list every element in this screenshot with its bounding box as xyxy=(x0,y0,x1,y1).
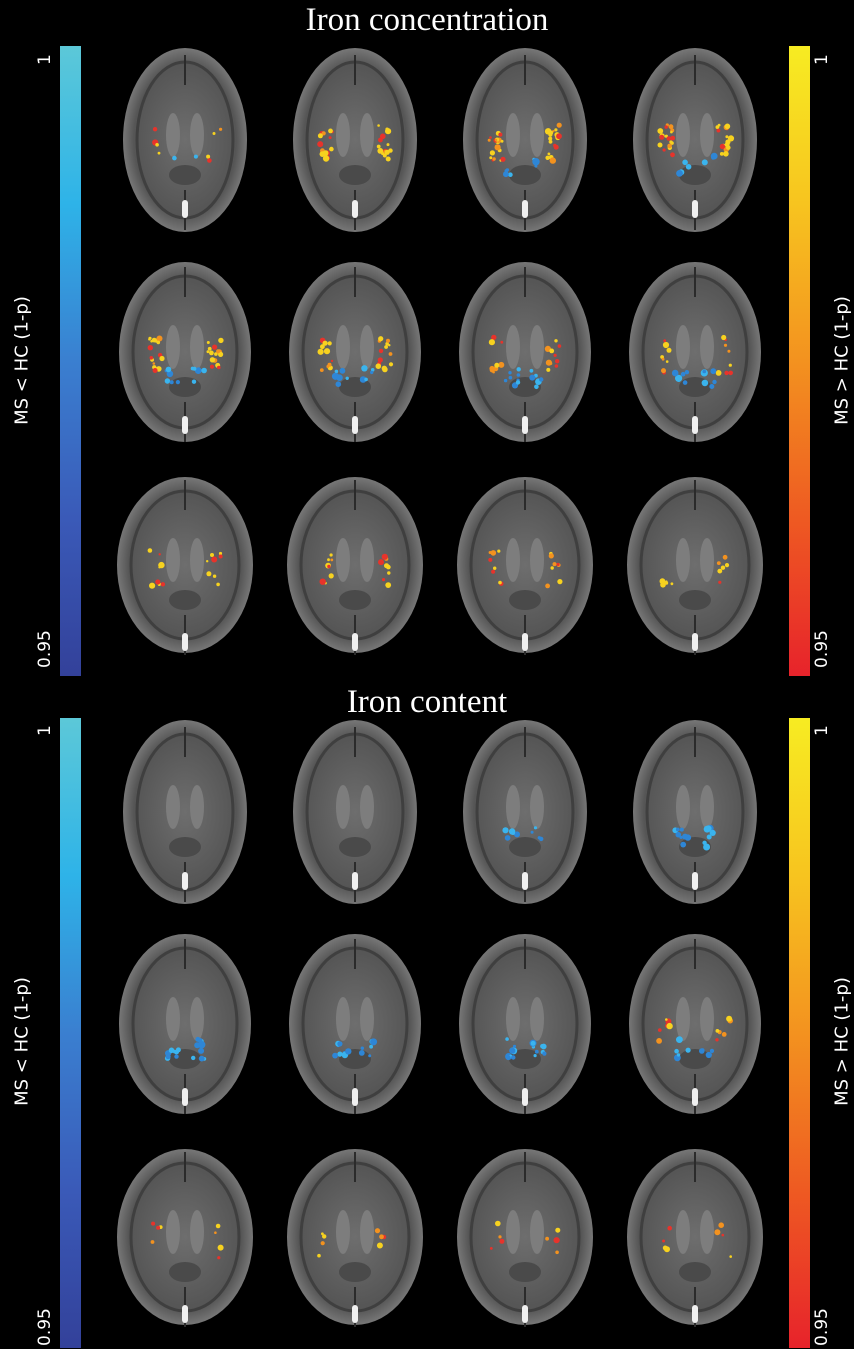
panel-iron-concentration: Iron concentration 1 0.95 MS < HC (1-p) … xyxy=(0,0,854,676)
brain-outline xyxy=(459,934,591,1114)
brain-outline xyxy=(463,720,587,904)
brain-slice xyxy=(615,924,775,1129)
brain-outline xyxy=(123,48,247,232)
brain-outline xyxy=(459,262,591,442)
brain-slice xyxy=(275,712,435,917)
brain-slice xyxy=(445,924,605,1129)
brain-outline xyxy=(633,720,757,904)
brain-outline xyxy=(293,720,417,904)
brain-slice-grid xyxy=(90,40,780,670)
right-colorbar xyxy=(789,718,810,1348)
panel-title: Iron content xyxy=(346,684,508,720)
brain-slice xyxy=(275,465,435,670)
left-colorbar xyxy=(60,46,81,676)
brain-outline xyxy=(117,1149,253,1325)
right-colorbar-label: MS > HC (1-p) xyxy=(831,296,853,425)
brain-outline xyxy=(289,262,421,442)
brain-slice xyxy=(445,252,605,457)
brain-outline xyxy=(457,477,593,653)
brain-outline xyxy=(633,48,757,232)
brain-slice xyxy=(105,465,265,670)
brain-slice xyxy=(615,252,775,457)
brain-outline xyxy=(287,1149,423,1325)
left-colorbar-label: MS < HC (1-p) xyxy=(11,977,33,1106)
brain-slice xyxy=(105,1137,265,1342)
brain-slice xyxy=(105,924,265,1129)
panel-iron-content: Iron content 1 0.95 MS < HC (1-p) 1 0.95… xyxy=(0,676,854,1349)
brain-outline xyxy=(629,934,761,1114)
brain-slice xyxy=(275,252,435,457)
brain-slice xyxy=(445,40,605,245)
brain-slice xyxy=(615,712,775,917)
right-colorbar xyxy=(789,46,810,676)
brain-outline xyxy=(463,48,587,232)
brain-outline xyxy=(119,934,251,1114)
brain-slice xyxy=(275,40,435,245)
left-colorbar-bottom-tick: 0.95 xyxy=(35,630,55,668)
brain-slice xyxy=(615,40,775,245)
brain-outline xyxy=(119,262,251,442)
brain-slice xyxy=(105,712,265,917)
panel-title: Iron concentration xyxy=(305,2,549,38)
left-colorbar-top-tick: 1 xyxy=(35,54,55,65)
brain-outline xyxy=(287,477,423,653)
right-colorbar-top-tick: 1 xyxy=(812,725,832,736)
brain-slice xyxy=(445,465,605,670)
brain-slice xyxy=(105,40,265,245)
brain-outline xyxy=(117,477,253,653)
brain-outline xyxy=(293,48,417,232)
brain-slice xyxy=(275,1137,435,1342)
right-colorbar-top-tick: 1 xyxy=(812,54,832,65)
brain-outline xyxy=(627,1149,763,1325)
brain-outline xyxy=(457,1149,593,1325)
right-colorbar-label: MS > HC (1-p) xyxy=(831,977,853,1106)
brain-outline xyxy=(627,477,763,653)
brain-slice xyxy=(105,252,265,457)
brain-slice-grid xyxy=(90,712,780,1342)
brain-slice xyxy=(615,1137,775,1342)
brain-slice xyxy=(615,465,775,670)
left-colorbar-bottom-tick: 0.95 xyxy=(35,1308,55,1346)
left-colorbar xyxy=(60,718,81,1348)
right-colorbar-bottom-tick: 0.95 xyxy=(812,1308,832,1346)
brain-slice xyxy=(445,1137,605,1342)
brain-outline xyxy=(289,934,421,1114)
right-colorbar-bottom-tick: 0.95 xyxy=(812,630,832,668)
brain-outline xyxy=(123,720,247,904)
brain-slice xyxy=(445,712,605,917)
brain-outline xyxy=(629,262,761,442)
brain-slice xyxy=(275,924,435,1129)
left-colorbar-top-tick: 1 xyxy=(35,725,55,736)
left-colorbar-label: MS < HC (1-p) xyxy=(11,296,33,425)
